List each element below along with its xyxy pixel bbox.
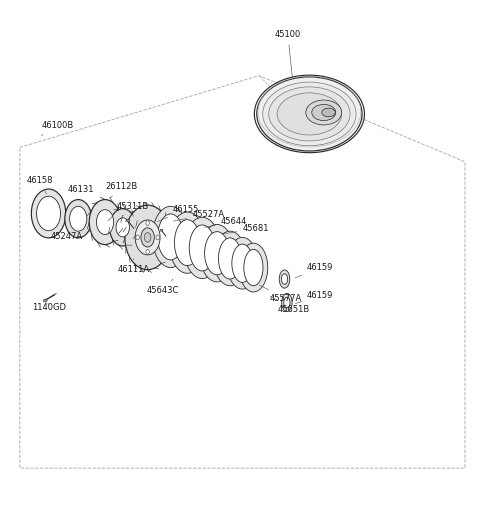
Ellipse shape <box>306 100 342 125</box>
Ellipse shape <box>126 219 130 222</box>
Ellipse shape <box>189 225 215 271</box>
Ellipse shape <box>263 82 356 146</box>
Ellipse shape <box>184 217 220 279</box>
Ellipse shape <box>160 229 163 231</box>
Ellipse shape <box>136 235 139 240</box>
Ellipse shape <box>156 235 159 240</box>
Ellipse shape <box>281 274 288 284</box>
Ellipse shape <box>279 270 290 288</box>
Ellipse shape <box>174 220 200 266</box>
Text: 45527A: 45527A <box>173 210 224 221</box>
Ellipse shape <box>96 210 114 234</box>
Ellipse shape <box>239 243 268 292</box>
Ellipse shape <box>244 249 263 286</box>
Ellipse shape <box>153 207 189 268</box>
Text: 46158: 46158 <box>27 177 53 194</box>
Ellipse shape <box>135 220 160 255</box>
Text: 45644: 45644 <box>204 217 247 227</box>
Ellipse shape <box>284 297 290 308</box>
Ellipse shape <box>322 108 335 117</box>
Text: 46111A: 46111A <box>118 259 150 274</box>
Ellipse shape <box>204 232 229 274</box>
Ellipse shape <box>146 249 149 254</box>
Ellipse shape <box>31 189 66 238</box>
Ellipse shape <box>125 205 170 270</box>
Text: 45247A: 45247A <box>51 231 91 242</box>
Text: 26112B: 26112B <box>105 182 137 198</box>
Text: 45651B: 45651B <box>270 296 310 314</box>
Ellipse shape <box>70 207 87 231</box>
Text: 45311B: 45311B <box>117 202 149 216</box>
Ellipse shape <box>312 105 336 121</box>
Text: 45643C: 45643C <box>147 279 179 295</box>
Ellipse shape <box>200 225 234 282</box>
Text: 46155: 46155 <box>157 205 199 221</box>
Ellipse shape <box>36 196 60 231</box>
Ellipse shape <box>116 218 130 237</box>
Ellipse shape <box>146 220 149 226</box>
Ellipse shape <box>257 77 362 151</box>
Ellipse shape <box>144 233 151 242</box>
Ellipse shape <box>277 93 342 135</box>
Ellipse shape <box>157 214 183 260</box>
Ellipse shape <box>232 244 253 282</box>
Ellipse shape <box>214 231 246 286</box>
Ellipse shape <box>169 212 205 273</box>
Ellipse shape <box>218 238 241 279</box>
Text: 45100: 45100 <box>275 30 301 78</box>
Ellipse shape <box>282 294 292 312</box>
Ellipse shape <box>89 200 121 245</box>
Text: 46100B: 46100B <box>41 122 73 135</box>
Text: 46159: 46159 <box>295 291 334 303</box>
Text: 46159: 46159 <box>295 263 334 278</box>
Text: 45681: 45681 <box>222 225 269 234</box>
Ellipse shape <box>43 299 47 302</box>
Ellipse shape <box>269 87 350 141</box>
Text: 45577A: 45577A <box>259 285 302 303</box>
Ellipse shape <box>109 209 136 246</box>
Ellipse shape <box>65 200 92 238</box>
Text: 1140GD: 1140GD <box>32 303 66 312</box>
Ellipse shape <box>227 237 258 289</box>
Ellipse shape <box>141 228 155 247</box>
Text: 46131: 46131 <box>68 185 94 201</box>
